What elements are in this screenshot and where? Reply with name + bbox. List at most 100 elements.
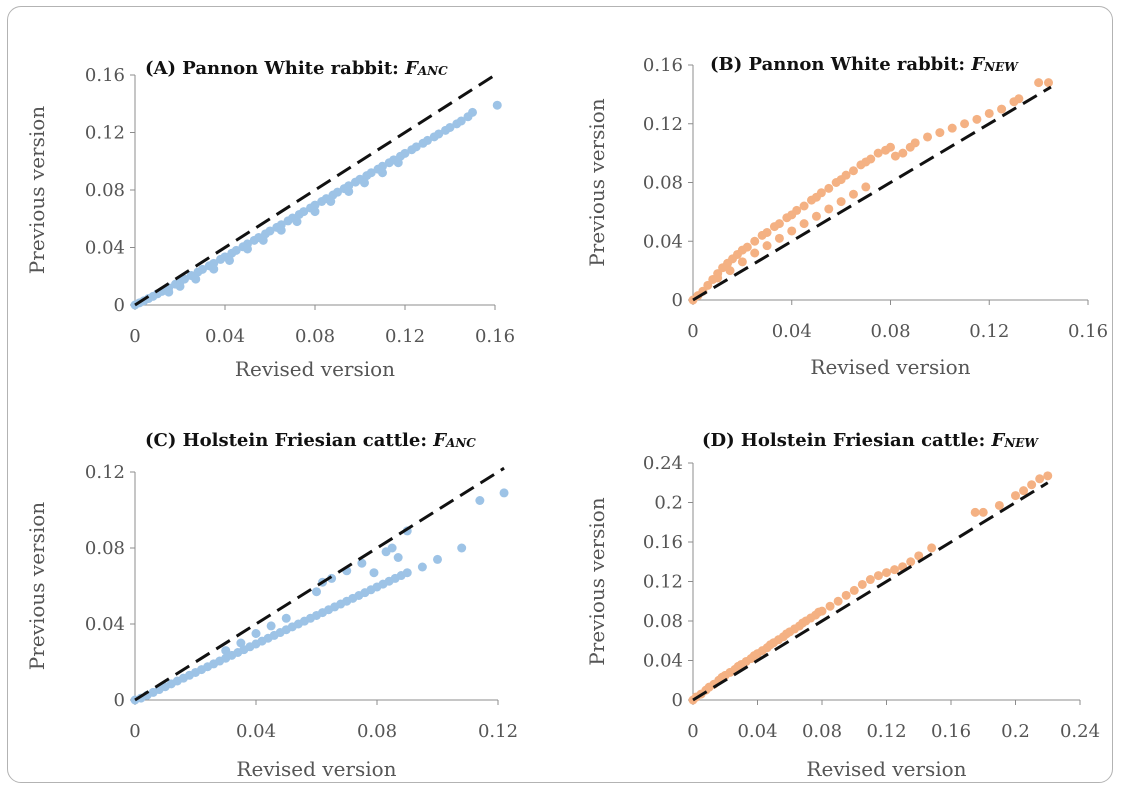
data-point	[787, 226, 797, 236]
data-point	[1019, 486, 1029, 496]
chart-title-variable: F	[991, 430, 1006, 451]
data-point	[378, 161, 387, 171]
data-point	[292, 217, 302, 227]
data-point	[417, 562, 427, 572]
data-point	[456, 116, 466, 126]
data-point	[873, 571, 883, 581]
data-point	[411, 142, 421, 152]
data-point	[742, 242, 752, 252]
figure-frame	[7, 6, 1113, 783]
data-point	[475, 496, 485, 505]
data-point	[299, 207, 309, 217]
data-point	[499, 488, 509, 498]
chart-title: (D) Holstein Friesian cattle: FNEW	[702, 430, 1039, 451]
data-point	[423, 135, 432, 145]
x-tick-label: 0.08	[357, 721, 397, 742]
data-point	[841, 170, 851, 180]
y-tick-label: 0	[672, 290, 683, 311]
data-point	[492, 100, 502, 110]
data-point	[737, 257, 747, 267]
data-point	[266, 621, 276, 631]
y-tick-label: 0.04	[85, 614, 125, 635]
data-point	[914, 551, 924, 561]
data-point	[984, 108, 994, 118]
x-axis-title: Revised version	[235, 357, 395, 381]
data-point	[861, 182, 871, 192]
data-point	[243, 244, 252, 254]
reference-line	[692, 85, 1052, 302]
chart-title-subscript: NEW	[983, 60, 1019, 74]
data-point	[935, 128, 945, 138]
data-point	[434, 129, 444, 139]
y-tick-label: 0.08	[85, 180, 125, 201]
data-point	[898, 148, 908, 158]
data-point	[857, 579, 867, 589]
chart-title: (B) Pannon White rabbit: FNEW	[710, 54, 1019, 75]
data-point	[180, 274, 189, 284]
data-point	[258, 235, 268, 245]
data-point	[865, 575, 875, 585]
chart-title-text: (D) Holstein Friesian cattle:	[702, 430, 992, 451]
data-point	[445, 122, 455, 132]
x-tick-label: 0.12	[385, 326, 425, 347]
x-tick-label: 0.12	[866, 721, 906, 742]
data-point	[1014, 94, 1024, 104]
chart-title-variable: F	[432, 430, 447, 451]
data-point	[175, 281, 185, 291]
data-point	[457, 543, 467, 553]
chart-title-variable: F	[970, 54, 985, 75]
data-point	[236, 638, 246, 648]
x-tick-label: 0.2	[1001, 721, 1030, 742]
chart-title-text: (A) Pannon White rabbit:	[145, 58, 405, 79]
data-point	[191, 274, 201, 284]
y-tick-label: 0	[672, 690, 683, 711]
chart-title: (A) Pannon White rabbit: FANC	[145, 58, 448, 79]
y-tick-label: 0.12	[85, 123, 125, 144]
x-tick-label: 0.04	[236, 721, 276, 742]
y-axis-title: Previous version	[585, 497, 609, 665]
data-point	[703, 280, 713, 290]
data-point	[1043, 471, 1053, 481]
data-point	[811, 211, 821, 221]
data-point	[713, 273, 723, 283]
x-tick-label: 0.16	[1068, 321, 1108, 342]
y-tick-label: 0.2	[654, 493, 683, 514]
data-point	[209, 264, 219, 274]
y-axis-title: Previous version	[25, 106, 49, 274]
y-tick-label: 0.16	[643, 55, 683, 76]
data-point	[326, 197, 336, 206]
data-point	[251, 629, 261, 638]
data-point	[910, 138, 920, 148]
x-tick-label: 0.12	[969, 321, 1009, 342]
x-tick-label: 0.08	[870, 321, 910, 342]
reference-line	[692, 481, 1049, 702]
data-point	[762, 227, 772, 237]
data-point	[927, 543, 937, 553]
data-point	[923, 132, 933, 142]
y-tick-label: 0.12	[643, 572, 683, 593]
data-point	[849, 585, 859, 595]
y-tick-label: 0.12	[643, 114, 683, 135]
data-point	[978, 507, 988, 517]
data-point	[774, 219, 784, 229]
data-point	[994, 500, 1004, 510]
data-point	[357, 558, 367, 568]
chart-panel-a: 0 0.04 0.08 0.12 0.16 0 0.04 0.08 0.12 0.16 (A) Pa…	[25, 58, 515, 381]
y-tick-label: 0.08	[643, 611, 683, 632]
data-point	[366, 168, 376, 178]
x-tick-label: 0.04	[772, 321, 812, 342]
data-point	[1044, 78, 1053, 88]
data-point	[750, 248, 760, 258]
data-point	[221, 646, 231, 656]
data-point	[393, 158, 403, 168]
y-tick-label: 0	[114, 295, 125, 316]
x-tick-label: 0	[687, 321, 698, 342]
data-point	[824, 183, 834, 193]
data-point	[393, 553, 403, 562]
chart-title-subscript: NEW	[1003, 436, 1039, 450]
chart-panel-b: 0 0.04 0.08 0.12 0.16 0 0.04 0.08 0.12 0.16 (B) Pa…	[585, 54, 1108, 379]
data-point	[972, 114, 982, 124]
data-point	[468, 107, 477, 117]
data-point	[402, 568, 412, 578]
data-point	[276, 225, 286, 235]
